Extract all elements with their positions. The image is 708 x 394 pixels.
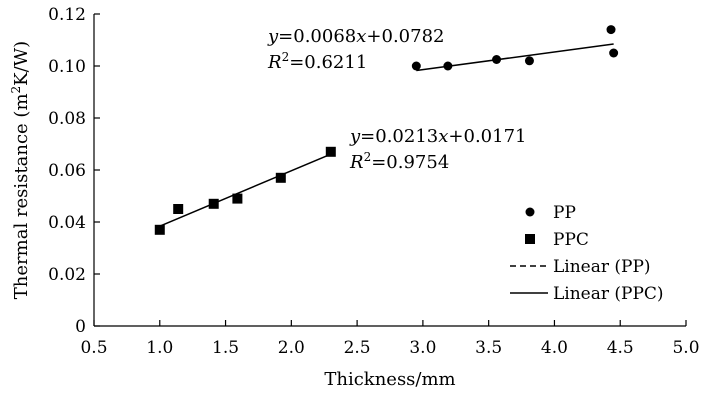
y-ticks: 0 0.02 0.04 0.06 0.08 0.10 0.12 xyxy=(48,5,100,337)
legend-pp-marker xyxy=(525,207,535,217)
y-tick-label: 0.08 xyxy=(48,109,86,129)
y-tick-label: 0.10 xyxy=(48,57,86,77)
x-tick-label: 3.5 xyxy=(475,338,502,358)
ppc-equation: y=0.0213x+0.0171 xyxy=(349,126,526,147)
legend: PP PPC Linear (PP) Linear (PPC) xyxy=(510,203,664,304)
x-tick-label: 3.0 xyxy=(409,338,436,358)
ppc-point xyxy=(325,146,336,157)
y-tick-label: 0 xyxy=(75,317,86,337)
y-tick-label: 0.04 xyxy=(48,213,86,233)
y-tick-label: 0.12 xyxy=(48,5,86,25)
pp-point xyxy=(411,61,421,71)
y-tick-label: 0.02 xyxy=(48,265,86,285)
legend-ppc-marker xyxy=(525,234,535,244)
legend-linear-ppc-label: Linear (PPC) xyxy=(553,284,664,304)
pp-point xyxy=(606,25,616,35)
pp-point xyxy=(524,56,534,66)
ppc-point xyxy=(275,172,286,183)
x-tick-label: 0.5 xyxy=(80,338,107,358)
ppc-r-squared: R2=0.9754 xyxy=(349,150,449,173)
y-axis-title: Thermal resistance (m2K/W) xyxy=(9,41,32,299)
ppc-point xyxy=(173,204,184,214)
x-tick-label: 1.5 xyxy=(212,338,239,358)
pp-point xyxy=(609,48,619,58)
ppc-point xyxy=(154,224,165,235)
x-tick-label: 4.0 xyxy=(541,338,568,358)
markers xyxy=(154,25,619,235)
x-ticks: 0.5 1.0 1.5 2.0 2.5 3.0 3.5 4.0 4.5 5.0 xyxy=(80,320,700,358)
legend-pp-label: PP xyxy=(553,203,576,223)
y-tick-label: 0.06 xyxy=(48,161,86,181)
pp-point xyxy=(492,55,502,64)
x-tick-label: 4.5 xyxy=(607,338,634,358)
x-tick-label: 5.0 xyxy=(672,338,699,358)
pp-point xyxy=(443,61,453,71)
x-tick-label: 1.0 xyxy=(146,338,173,358)
pp-r-squared: R2=0.6211 xyxy=(267,50,367,73)
x-tick-label: 2.5 xyxy=(344,338,371,358)
ppc-point xyxy=(232,193,243,204)
linear-ppc-line xyxy=(159,153,332,227)
x-tick-label: 2.0 xyxy=(278,338,305,358)
legend-linear-pp-label: Linear (PP) xyxy=(553,257,651,277)
ppc-point xyxy=(208,198,219,209)
pp-equation: y=0.0068x+0.0782 xyxy=(267,26,444,47)
legend-ppc-label: PPC xyxy=(553,230,589,250)
x-axis-title: Thickness/mm xyxy=(324,369,455,390)
